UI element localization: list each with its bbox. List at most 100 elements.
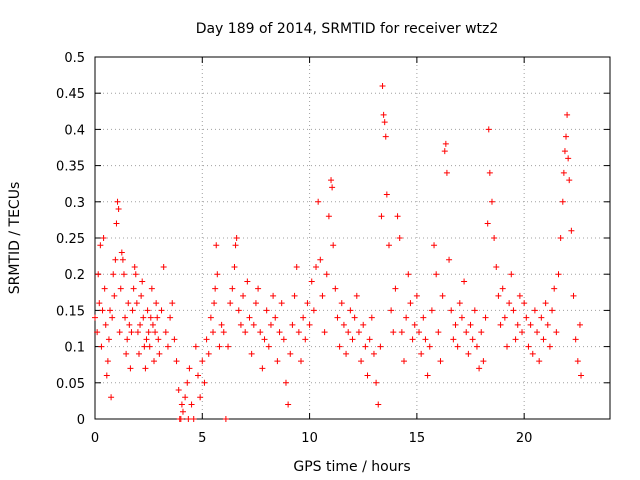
data-point	[473, 343, 480, 350]
data-point	[439, 292, 446, 299]
data-point	[280, 336, 287, 343]
data-point	[192, 343, 199, 350]
data-point	[118, 249, 125, 256]
data-point	[405, 271, 412, 278]
data-point	[195, 372, 201, 379]
data-point	[220, 329, 227, 336]
data-point	[156, 350, 163, 357]
data-point	[467, 321, 474, 328]
data-point	[510, 307, 517, 314]
data-point	[403, 314, 410, 321]
y-tick-label: 0.3	[64, 196, 85, 211]
data-point	[244, 278, 251, 285]
data-point	[162, 329, 169, 336]
data-point	[343, 350, 350, 357]
data-point	[252, 300, 259, 307]
data-point	[446, 256, 453, 263]
data-point	[382, 133, 389, 140]
data-point	[482, 314, 489, 321]
data-point	[536, 358, 543, 365]
data-point	[442, 140, 449, 147]
data-point	[218, 321, 225, 328]
data-point	[128, 329, 135, 336]
data-point	[553, 329, 560, 336]
data-point	[563, 133, 570, 140]
data-point	[381, 119, 388, 126]
data-point	[476, 365, 483, 372]
data-point	[338, 300, 345, 307]
data-point	[148, 285, 155, 292]
data-point	[201, 379, 208, 386]
x-tick-label: 10	[301, 431, 318, 446]
data-point	[231, 263, 238, 270]
data-point	[109, 314, 116, 321]
data-point	[117, 285, 124, 292]
data-point	[465, 350, 472, 357]
data-point	[261, 336, 268, 343]
data-point	[119, 256, 126, 263]
y-tick-label: 0.05	[56, 377, 85, 392]
data-point	[151, 358, 158, 365]
data-point	[255, 285, 262, 292]
data-point	[291, 292, 298, 299]
data-point	[330, 242, 337, 249]
data-point	[175, 387, 182, 394]
data-point	[551, 285, 558, 292]
data-point	[308, 278, 315, 285]
data-point	[364, 372, 371, 379]
data-point	[94, 329, 101, 336]
data-point	[373, 379, 380, 386]
data-point	[116, 329, 123, 336]
data-point	[347, 307, 354, 314]
data-point	[212, 285, 219, 292]
data-point	[325, 213, 332, 220]
data-point	[345, 329, 352, 336]
data-point	[358, 358, 365, 365]
data-point	[186, 365, 193, 372]
data-point	[504, 343, 510, 350]
data-point	[207, 314, 214, 321]
data-point	[323, 271, 330, 278]
data-point	[190, 416, 197, 422]
data-point	[486, 169, 493, 176]
data-point	[454, 343, 461, 350]
data-point	[100, 235, 107, 241]
data-point	[329, 184, 336, 191]
data-point	[298, 358, 304, 365]
data-point	[407, 300, 414, 307]
data-point	[422, 336, 429, 343]
data-point	[334, 314, 341, 321]
data-point	[401, 358, 407, 365]
data-point	[285, 401, 292, 408]
data-point	[566, 177, 573, 184]
data-point	[514, 321, 521, 328]
data-point	[263, 307, 270, 314]
data-point	[229, 285, 236, 292]
data-point	[431, 242, 438, 249]
data-point	[368, 314, 375, 321]
data-point	[480, 358, 487, 365]
data-point	[448, 307, 455, 314]
data-point	[302, 336, 309, 343]
x-tick-label: 5	[198, 431, 206, 446]
data-point	[92, 314, 98, 321]
data-point	[182, 394, 189, 401]
data-point	[488, 198, 495, 205]
data-point	[110, 271, 117, 278]
data-point	[383, 191, 390, 198]
data-point	[385, 242, 392, 249]
data-point	[98, 343, 105, 350]
data-point	[140, 314, 147, 321]
data-point	[158, 307, 165, 314]
data-point	[203, 336, 210, 343]
data-point	[392, 285, 399, 292]
data-point	[413, 292, 420, 299]
data-point	[484, 220, 491, 227]
data-point	[130, 285, 137, 292]
data-point	[115, 206, 122, 213]
data-point	[205, 350, 212, 357]
data-point	[377, 343, 384, 350]
data-point	[501, 314, 508, 321]
data-point	[315, 198, 322, 205]
data-point	[370, 350, 377, 357]
